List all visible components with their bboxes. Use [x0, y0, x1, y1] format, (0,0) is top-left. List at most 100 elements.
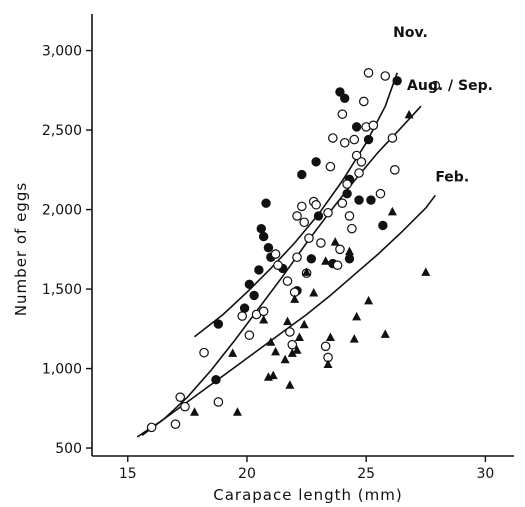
data-point-triangle [228, 348, 238, 357]
data-point-triangle [271, 346, 281, 356]
curve-label: Nov. [393, 25, 428, 41]
y-tick-label: 2,000 [42, 203, 82, 219]
data-point-filled-circle [256, 223, 266, 234]
data-point-filled-circle [342, 188, 352, 199]
data-point-triangle [330, 237, 340, 246]
data-point-filled-circle [354, 195, 364, 205]
data-point-triangle [190, 407, 200, 416]
data-point-triangle [321, 256, 331, 265]
data-point-triangle [325, 332, 335, 342]
curve-label: Aug. / Sep. [407, 78, 493, 94]
data-point-triangle [259, 315, 269, 324]
data-point-filled-circle [258, 231, 269, 242]
data-point-open-circle [292, 211, 302, 221]
data-point-filled-circle [249, 290, 259, 301]
data-point-triangle [309, 287, 319, 297]
data-point-triangle [292, 345, 302, 354]
data-point-open-circle [387, 133, 398, 143]
data-point-open-circle [389, 165, 400, 175]
data-point-triangle [421, 267, 431, 276]
data-point-open-circle [299, 217, 309, 228]
data-point-open-circle [213, 397, 224, 407]
data-point-open-circle [270, 249, 281, 259]
data-point-open-circle [368, 120, 379, 131]
data-point-open-circle [323, 207, 333, 218]
data-point-open-circle [332, 260, 343, 271]
x-tick-label: 15 [119, 466, 137, 482]
data-point-filled-circle [366, 195, 376, 205]
data-point-triangle [387, 206, 397, 216]
y-tick-label: 3,000 [42, 44, 82, 60]
data-point-triangle [283, 316, 293, 326]
data-point-filled-circle [261, 198, 271, 208]
x-tick-label: 30 [476, 466, 494, 482]
data-point-open-circle [354, 168, 364, 178]
data-point-open-circle [287, 339, 298, 350]
data-point-open-circle [316, 238, 326, 248]
data-point-open-circle [430, 80, 441, 91]
data-point-open-circle [358, 96, 369, 107]
data-point-triangle [266, 337, 276, 346]
data-point-triangle [232, 407, 242, 416]
data-point-open-circle [349, 134, 360, 145]
data-point-triangle [280, 354, 290, 364]
data-point-filled-circle [213, 319, 224, 329]
data-point-open-circle [339, 137, 350, 148]
data-point-open-circle [311, 199, 321, 210]
y-axis-title: Number of eggs [12, 182, 30, 316]
data-point-filled-circle [363, 134, 374, 145]
y-tick-label: 1,000 [42, 362, 82, 378]
data-point-triangle [344, 246, 354, 256]
data-point-filled-circle [239, 303, 250, 313]
y-tick-label: 1,500 [42, 282, 82, 298]
data-point-triangle [268, 370, 278, 380]
data-point-open-circle [273, 260, 283, 271]
plot-frame [91, 14, 514, 457]
data-point-triangle [290, 294, 300, 303]
data-point-triangle [323, 359, 333, 369]
data-point-open-circle [356, 157, 367, 167]
fit-curve [136, 194, 436, 438]
y-tick-label: 2,500 [42, 123, 82, 139]
data-point-open-circle [175, 392, 186, 402]
axis-ticks: 15 20 25 30 500 1,000 1,500 2,000 2,500 3,000 [42, 44, 494, 482]
data-point-open-circle [337, 109, 348, 119]
data-point-open-circle [342, 179, 352, 189]
data-point-open-circle [180, 401, 190, 412]
curve-label: Feb. [435, 169, 469, 185]
data-point-filled-circle [297, 169, 307, 180]
data-point-open-circle [237, 311, 248, 321]
data-markers [146, 68, 441, 433]
data-point-open-circle [363, 68, 374, 78]
data-point-triangle [299, 319, 309, 329]
x-axis-title: Carapace length (mm) [213, 486, 403, 504]
fit-curve [141, 105, 422, 436]
data-point-open-circle [335, 244, 345, 255]
data-point-filled-circle [378, 220, 388, 231]
data-point-open-circle [375, 188, 386, 199]
data-point-triangle [287, 348, 297, 357]
data-point-open-circle [304, 233, 314, 243]
data-point-open-circle [337, 198, 348, 209]
data-point-triangle [285, 380, 295, 389]
data-point-filled-circle [344, 254, 355, 264]
data-point-triangle [364, 295, 374, 305]
data-point-filled-circle [211, 374, 221, 385]
data-point-open-circle [244, 330, 255, 340]
data-point-open-circle [344, 211, 355, 221]
data-point-filled-circle [254, 265, 264, 275]
data-point-filled-circle [335, 87, 345, 97]
data-point-open-circle [347, 223, 357, 234]
data-point-triangle [352, 311, 362, 321]
data-point-triangle [294, 332, 304, 342]
data-point-triangle [349, 334, 359, 343]
data-point-filled-circle [351, 122, 362, 132]
data-point-open-circle [258, 306, 269, 317]
data-point-open-circle [351, 150, 362, 161]
fitted-curves [136, 72, 436, 438]
data-point-open-circle [380, 71, 391, 81]
data-point-triangle [404, 109, 414, 119]
data-point-open-circle [282, 276, 293, 286]
data-point-open-circle [285, 327, 295, 337]
y-tick-label: 500 [55, 441, 82, 457]
